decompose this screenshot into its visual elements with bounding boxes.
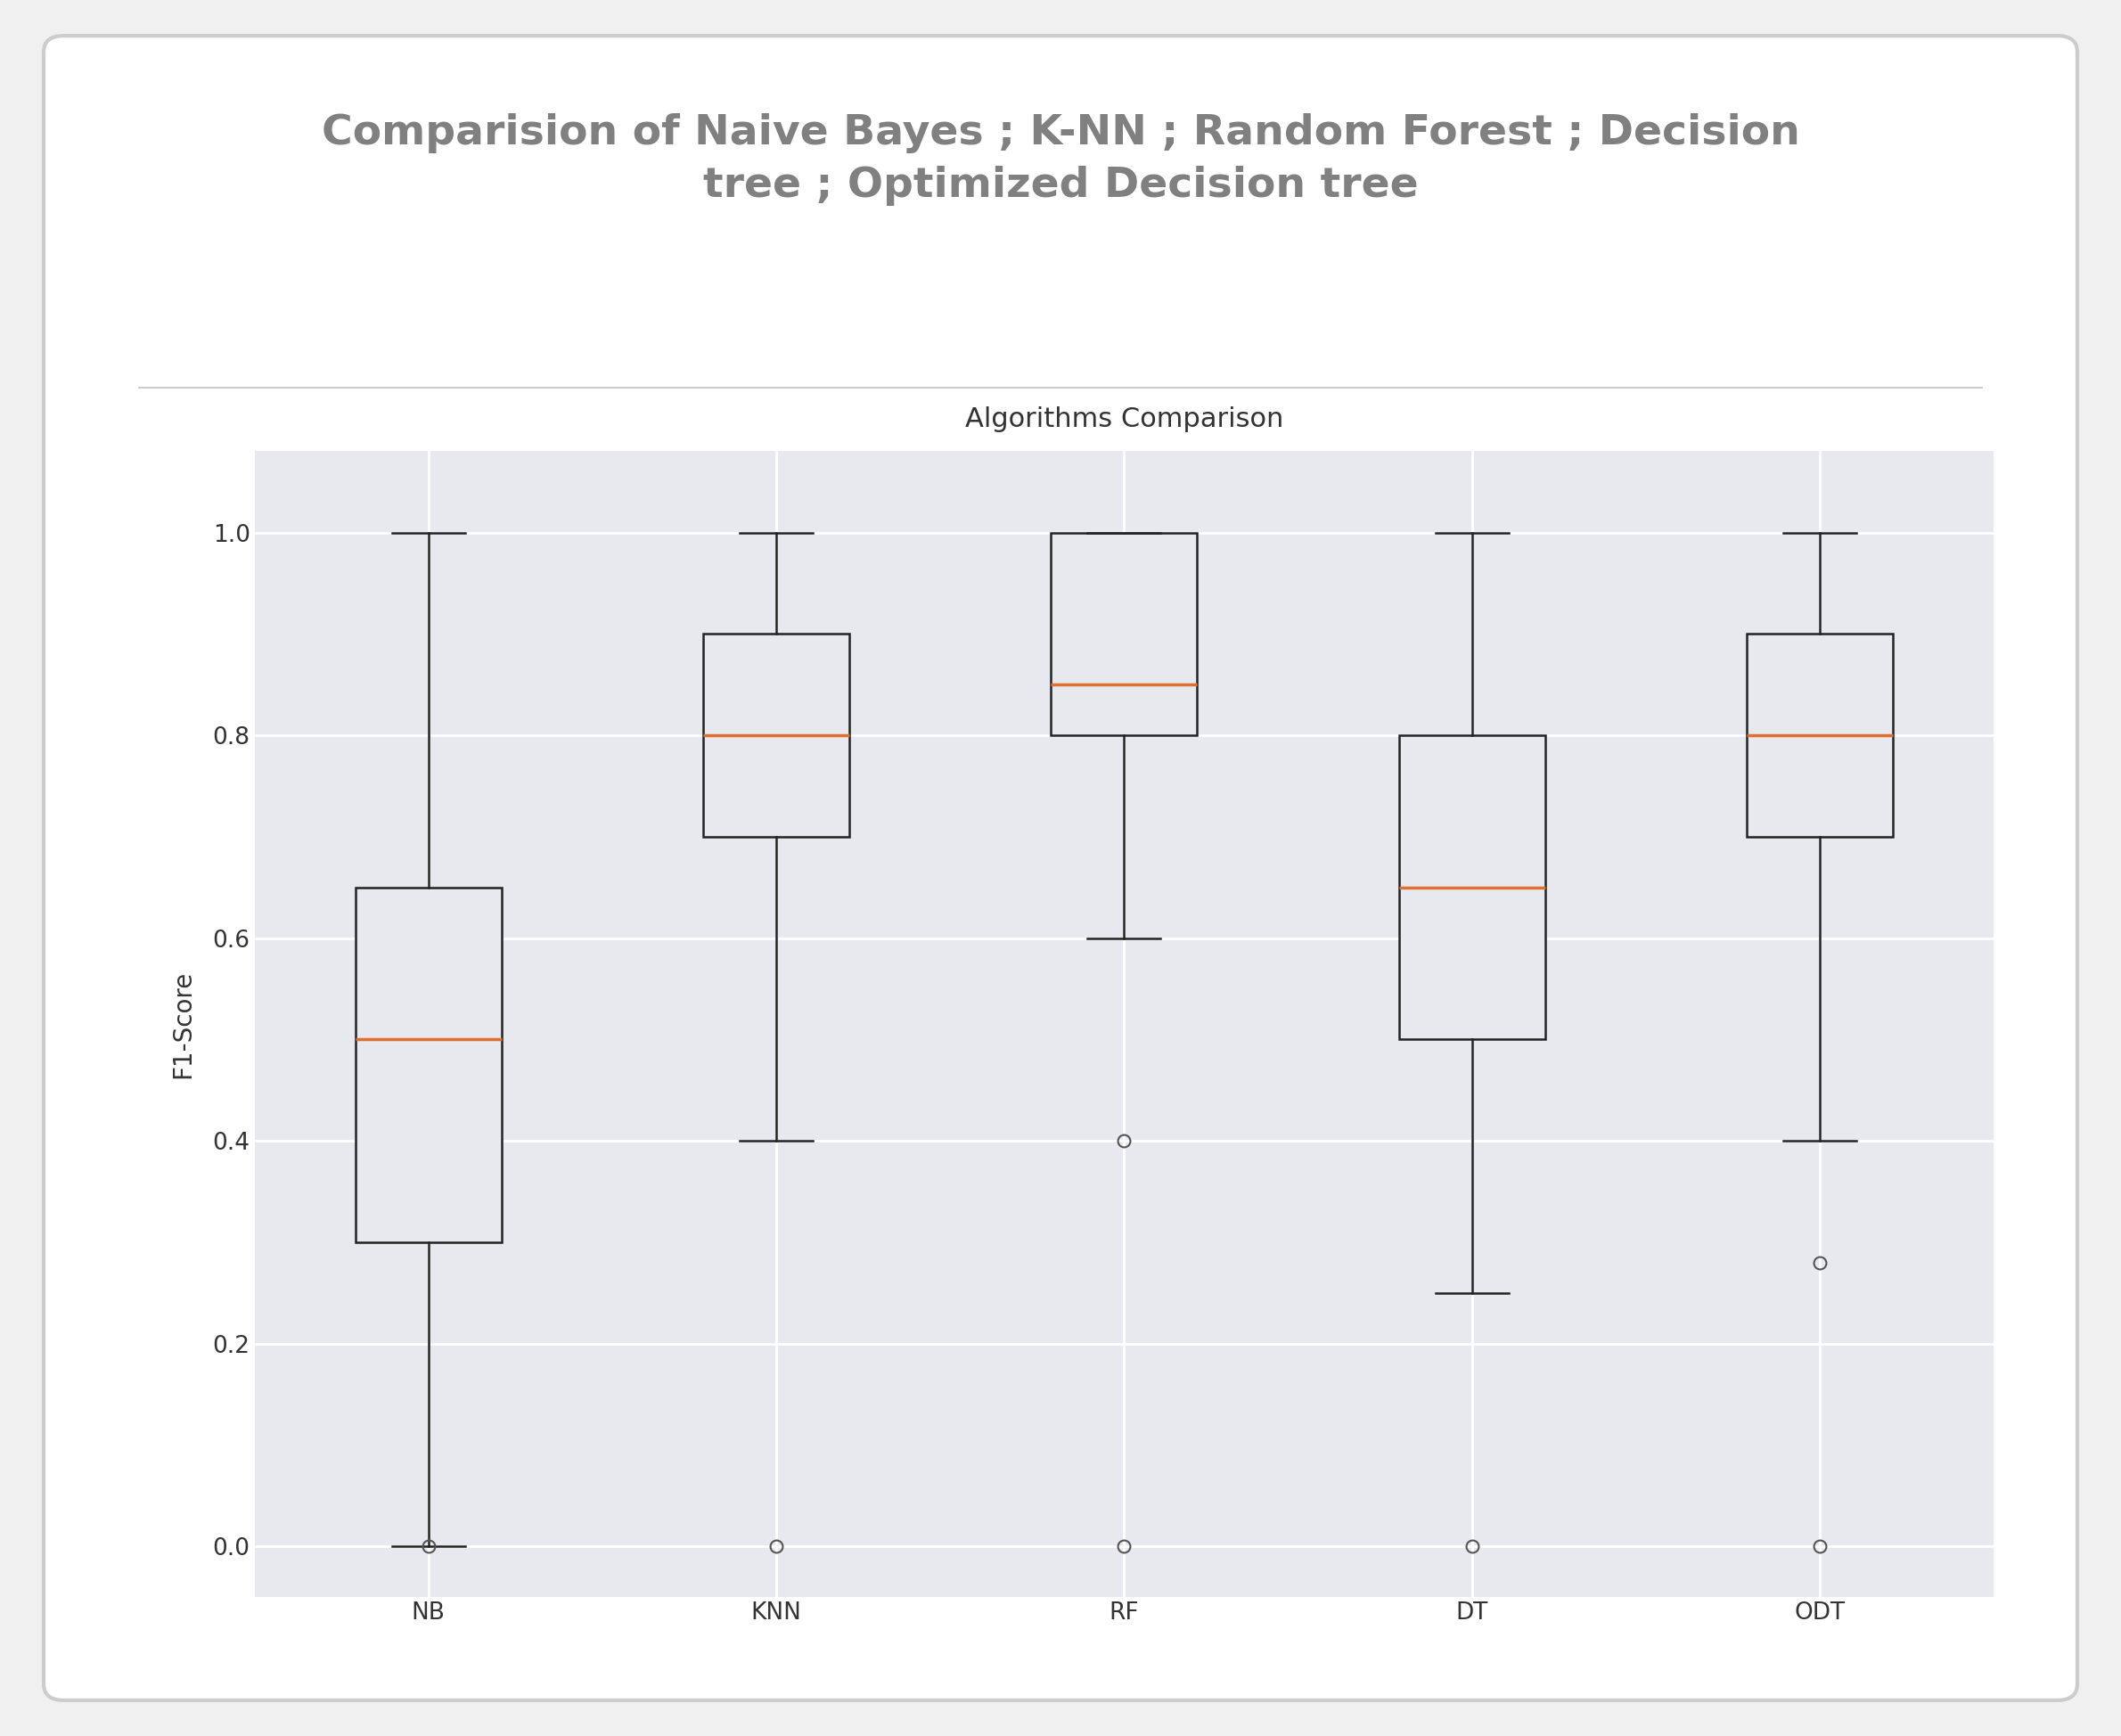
Title: Algorithms Comparison: Algorithms Comparison <box>965 406 1283 432</box>
PathPatch shape <box>1052 533 1196 736</box>
Y-axis label: F1-Score: F1-Score <box>170 970 195 1078</box>
FancyBboxPatch shape <box>45 36 2076 1700</box>
PathPatch shape <box>704 634 848 837</box>
Text: Comparision of Naive Bayes ; K-NN ; Random Forest ; Decision
tree ; Optimized De: Comparision of Naive Bayes ; K-NN ; Rand… <box>320 113 1801 205</box>
PathPatch shape <box>1748 634 1892 837</box>
PathPatch shape <box>1400 736 1544 1040</box>
PathPatch shape <box>356 887 501 1243</box>
